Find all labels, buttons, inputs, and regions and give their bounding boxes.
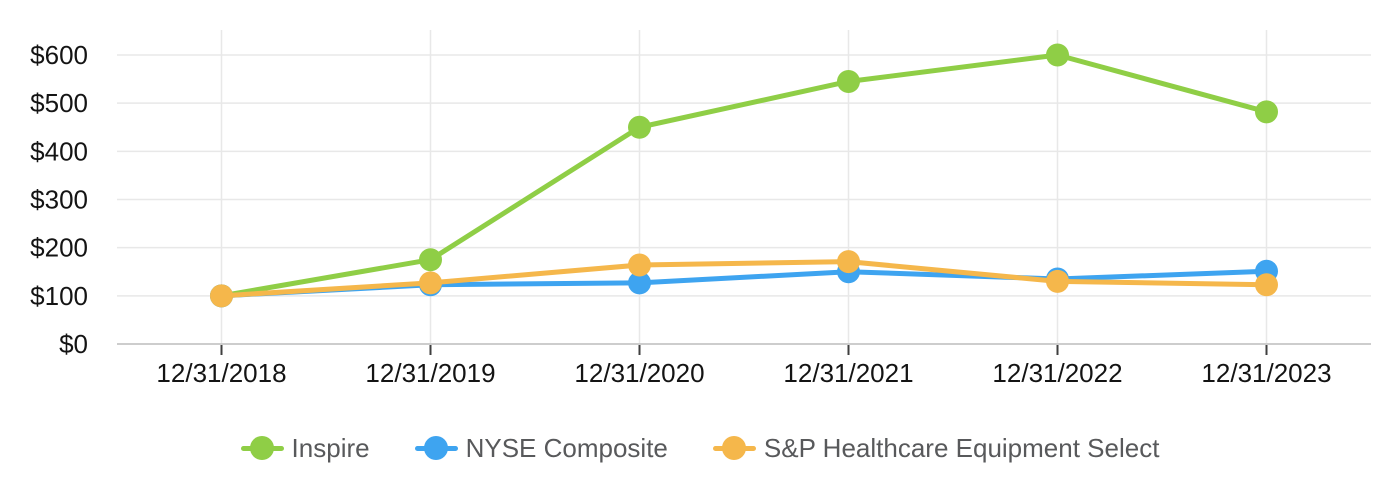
legend-marker-icon bbox=[414, 436, 458, 460]
x-axis-tick-label: 12/31/2018 bbox=[156, 358, 286, 388]
line-chart-plot: $0 $100 $200 $300 $400 $500 $600 12/31/2018 12/3… bbox=[30, 30, 1371, 388]
data-point-s-p-healthcare-equipment-select-2 bbox=[628, 253, 651, 277]
legend-item-s-p-healthcare-equipment-select: S&P Healthcare Equipment Select bbox=[712, 433, 1160, 463]
legend-dot bbox=[424, 436, 449, 460]
x-axis-tick-label: 12/31/2021 bbox=[783, 358, 913, 388]
data-point-s-p-healthcare-equipment-select-0 bbox=[210, 284, 233, 308]
series-line-inspire bbox=[219, 52, 1269, 299]
data-point-inspire-5 bbox=[1255, 100, 1278, 124]
legend-label: NYSE Composite bbox=[465, 433, 668, 463]
y-axis-tick-label: $0 bbox=[59, 329, 88, 359]
y-axis-tick-label: $600 bbox=[30, 40, 88, 70]
gridlines bbox=[117, 30, 1371, 344]
data-point-s-p-healthcare-equipment-select-3 bbox=[837, 250, 860, 274]
data-point-s-p-healthcare-equipment-select-4 bbox=[1046, 269, 1069, 293]
y-axis-tick-label: $400 bbox=[30, 136, 88, 166]
chart-legend: Inspire NYSE Composite S&P Healthcare Equi… bbox=[0, 433, 1400, 463]
legend-dot bbox=[722, 436, 747, 460]
legend-item-nyse-composite: NYSE Composite bbox=[414, 433, 668, 463]
series-group bbox=[210, 43, 1278, 308]
data-point-inspire-4 bbox=[1046, 43, 1069, 67]
legend-dot bbox=[250, 436, 275, 460]
legend-label: S&P Healthcare Equipment Select bbox=[763, 433, 1160, 463]
data-point-inspire-3 bbox=[837, 69, 860, 93]
legend-item-inspire: Inspire bbox=[240, 433, 370, 463]
series-line-s-p-healthcare-equipment-select bbox=[219, 259, 1269, 299]
data-point-s-p-healthcare-equipment-select-5 bbox=[1255, 273, 1278, 297]
y-axis-tick-label: $200 bbox=[30, 233, 88, 263]
axis-labels: $0 $100 $200 $300 $400 $500 $600 12/31/2018 12/3… bbox=[30, 40, 1331, 388]
x-axis-tick-label: 12/31/2019 bbox=[365, 358, 495, 388]
y-axis-tick-label: $500 bbox=[30, 88, 88, 118]
axes bbox=[117, 343, 1371, 355]
legend-marker-icon bbox=[240, 436, 284, 460]
y-axis-tick-label: $300 bbox=[30, 185, 88, 215]
legend-marker-icon bbox=[712, 436, 756, 460]
legend-label: Inspire bbox=[291, 433, 370, 463]
x-axis-tick-label: 12/31/2020 bbox=[574, 358, 704, 388]
y-axis-tick-label: $100 bbox=[30, 281, 88, 311]
data-point-inspire-1 bbox=[419, 248, 442, 272]
data-point-inspire-2 bbox=[628, 115, 651, 139]
x-axis-tick-label: 12/31/2022 bbox=[992, 358, 1122, 388]
data-point-nyse-composite-2 bbox=[628, 271, 651, 295]
x-axis-tick-label: 12/31/2023 bbox=[1201, 358, 1331, 388]
data-point-s-p-healthcare-equipment-select-1 bbox=[419, 271, 442, 295]
